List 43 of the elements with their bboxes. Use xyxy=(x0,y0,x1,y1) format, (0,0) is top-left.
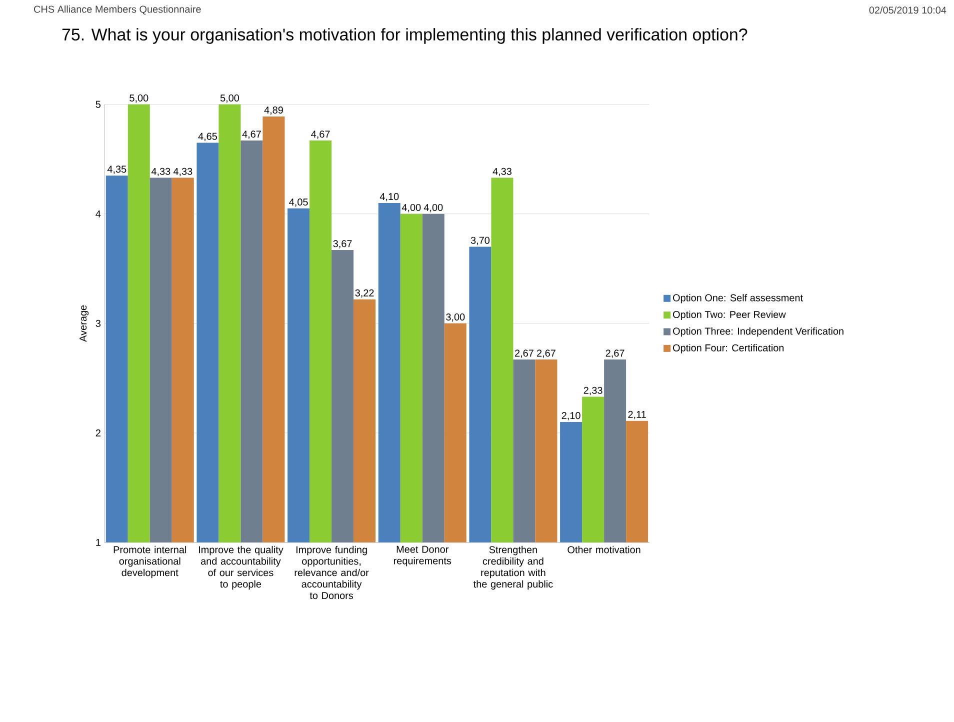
data-label: 3,00 xyxy=(446,313,465,322)
data-label: 4,05 xyxy=(289,198,308,207)
y-tick-label: 4 xyxy=(96,210,101,218)
data-label: 4,00 xyxy=(402,204,421,212)
data-label: 3,67 xyxy=(333,240,352,248)
y-tick-label: 1 xyxy=(96,538,100,546)
data-label: 4,33 xyxy=(151,168,170,176)
y-tick-label: 5 xyxy=(96,100,101,108)
legend-label: Option Two: Peer Review xyxy=(673,310,786,320)
data-label: 4,33 xyxy=(492,168,512,176)
y-tick-label: 3 xyxy=(96,320,101,327)
x-tick-label: Improve the quality and accountability of our services to people xyxy=(199,546,284,590)
x-tick-label: Promote internal organisational development xyxy=(114,546,186,578)
data-label: 2,10 xyxy=(562,412,580,420)
data-label: 4,10 xyxy=(380,193,399,202)
data-label: 4,89 xyxy=(264,106,283,115)
data-label: 3,70 xyxy=(470,236,490,246)
y-axis-title: Average xyxy=(80,305,89,342)
data-label: 4,00 xyxy=(424,204,443,212)
text: 02/05/2019 10:04 xyxy=(869,6,946,14)
x-tick-label: Meet Donor requirements xyxy=(394,546,452,566)
data-label: 2,67 xyxy=(515,350,534,358)
x-tick-label: Strengthen credibility and reputation with the general public xyxy=(473,546,553,590)
legend-label: Option Three: Independent Verification xyxy=(673,327,844,337)
data-label: 4,65 xyxy=(198,132,217,142)
data-label: 5,00 xyxy=(220,94,240,103)
data-label: 4,33 xyxy=(173,168,192,176)
data-label: 3,22 xyxy=(355,289,374,298)
data-label: 4,67 xyxy=(311,130,330,139)
data-label: 4,67 xyxy=(242,130,261,139)
x-tick-label: Other motivation xyxy=(568,546,640,554)
data-label: 4,35 xyxy=(107,166,126,174)
data-label: 2,67 xyxy=(606,350,624,358)
data-label: 2,33 xyxy=(584,386,602,396)
text: CHS Alliance Members Questionnaire xyxy=(34,5,201,15)
x-tick-label: Improve funding opportunities, relevance and/or accountability to Donors xyxy=(294,546,369,600)
y-tick-label: 2 xyxy=(96,429,100,436)
data-label: 5,00 xyxy=(130,94,148,103)
legend-label: Option One: Self assessment xyxy=(673,294,803,304)
data-label: 2,67 xyxy=(537,350,556,358)
legend-label: Option Four: Certification xyxy=(673,344,784,354)
data-label: 2,11 xyxy=(628,410,646,420)
chart-title: 75. What is your organisation's motivation for implementing this planned verification option? xyxy=(62,28,748,44)
